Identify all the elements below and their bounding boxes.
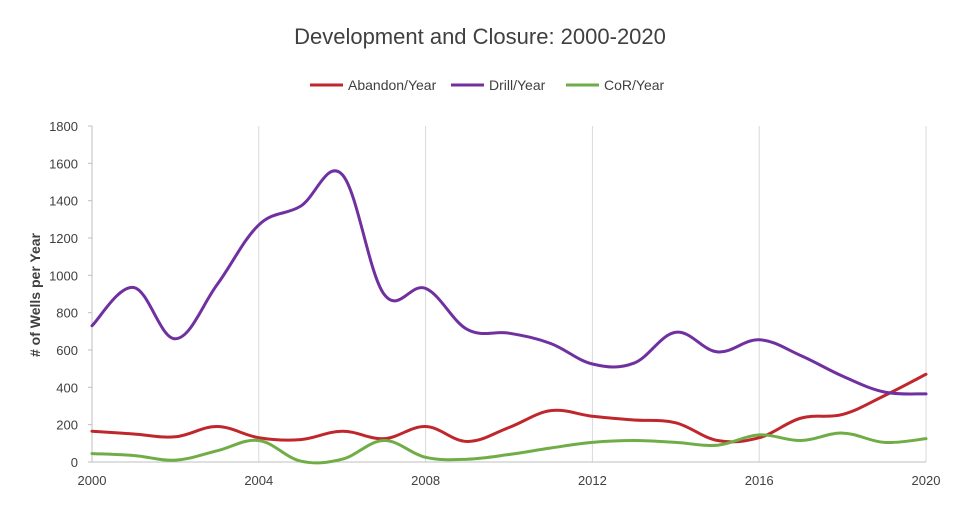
gridlines: [258, 126, 927, 462]
x-tick-label: 2012: [578, 473, 607, 488]
x-tick-label: 2020: [912, 473, 941, 488]
series-line-abandon: [90, 372, 928, 444]
x-tick-label: 2004: [244, 473, 273, 488]
y-tick-label: 1400: [49, 194, 78, 209]
legend: Abandon/Year Drill/Year CoR/Year: [310, 77, 665, 93]
y-tick-label: 600: [56, 343, 78, 358]
x-tick-label: 2008: [411, 473, 440, 488]
y-tick-label: 400: [56, 380, 78, 395]
y-tick-label: 800: [56, 306, 78, 321]
chart-title: Development and Closure: 2000-2020: [294, 24, 666, 49]
x-tick-label: 2016: [745, 473, 774, 488]
legend-label-drill: Drill/Year: [489, 77, 546, 93]
series-line-drill: [90, 169, 928, 396]
y-tick-label: 1800: [49, 119, 78, 134]
legend-label-abandon: Abandon/Year: [348, 77, 437, 93]
legend-label-cor: CoR/Year: [604, 77, 665, 93]
y-tick-label: 200: [56, 418, 78, 433]
x-tick-label: 2000: [78, 473, 107, 488]
series-lines: [90, 169, 928, 465]
series-line-cor: [90, 431, 928, 465]
tick-labels: 2000 2004 2008 2012 2016 2020 0 200 400 600 800 100…: [49, 119, 940, 488]
y-tick-label: 1000: [49, 268, 78, 283]
y-tick-label: 1200: [49, 231, 78, 246]
y-tick-label: 1600: [49, 156, 78, 171]
y-tick-label: 0: [71, 455, 78, 470]
axes: [88, 125, 926, 463]
y-axis-label: # of Wells per Year: [27, 232, 43, 357]
